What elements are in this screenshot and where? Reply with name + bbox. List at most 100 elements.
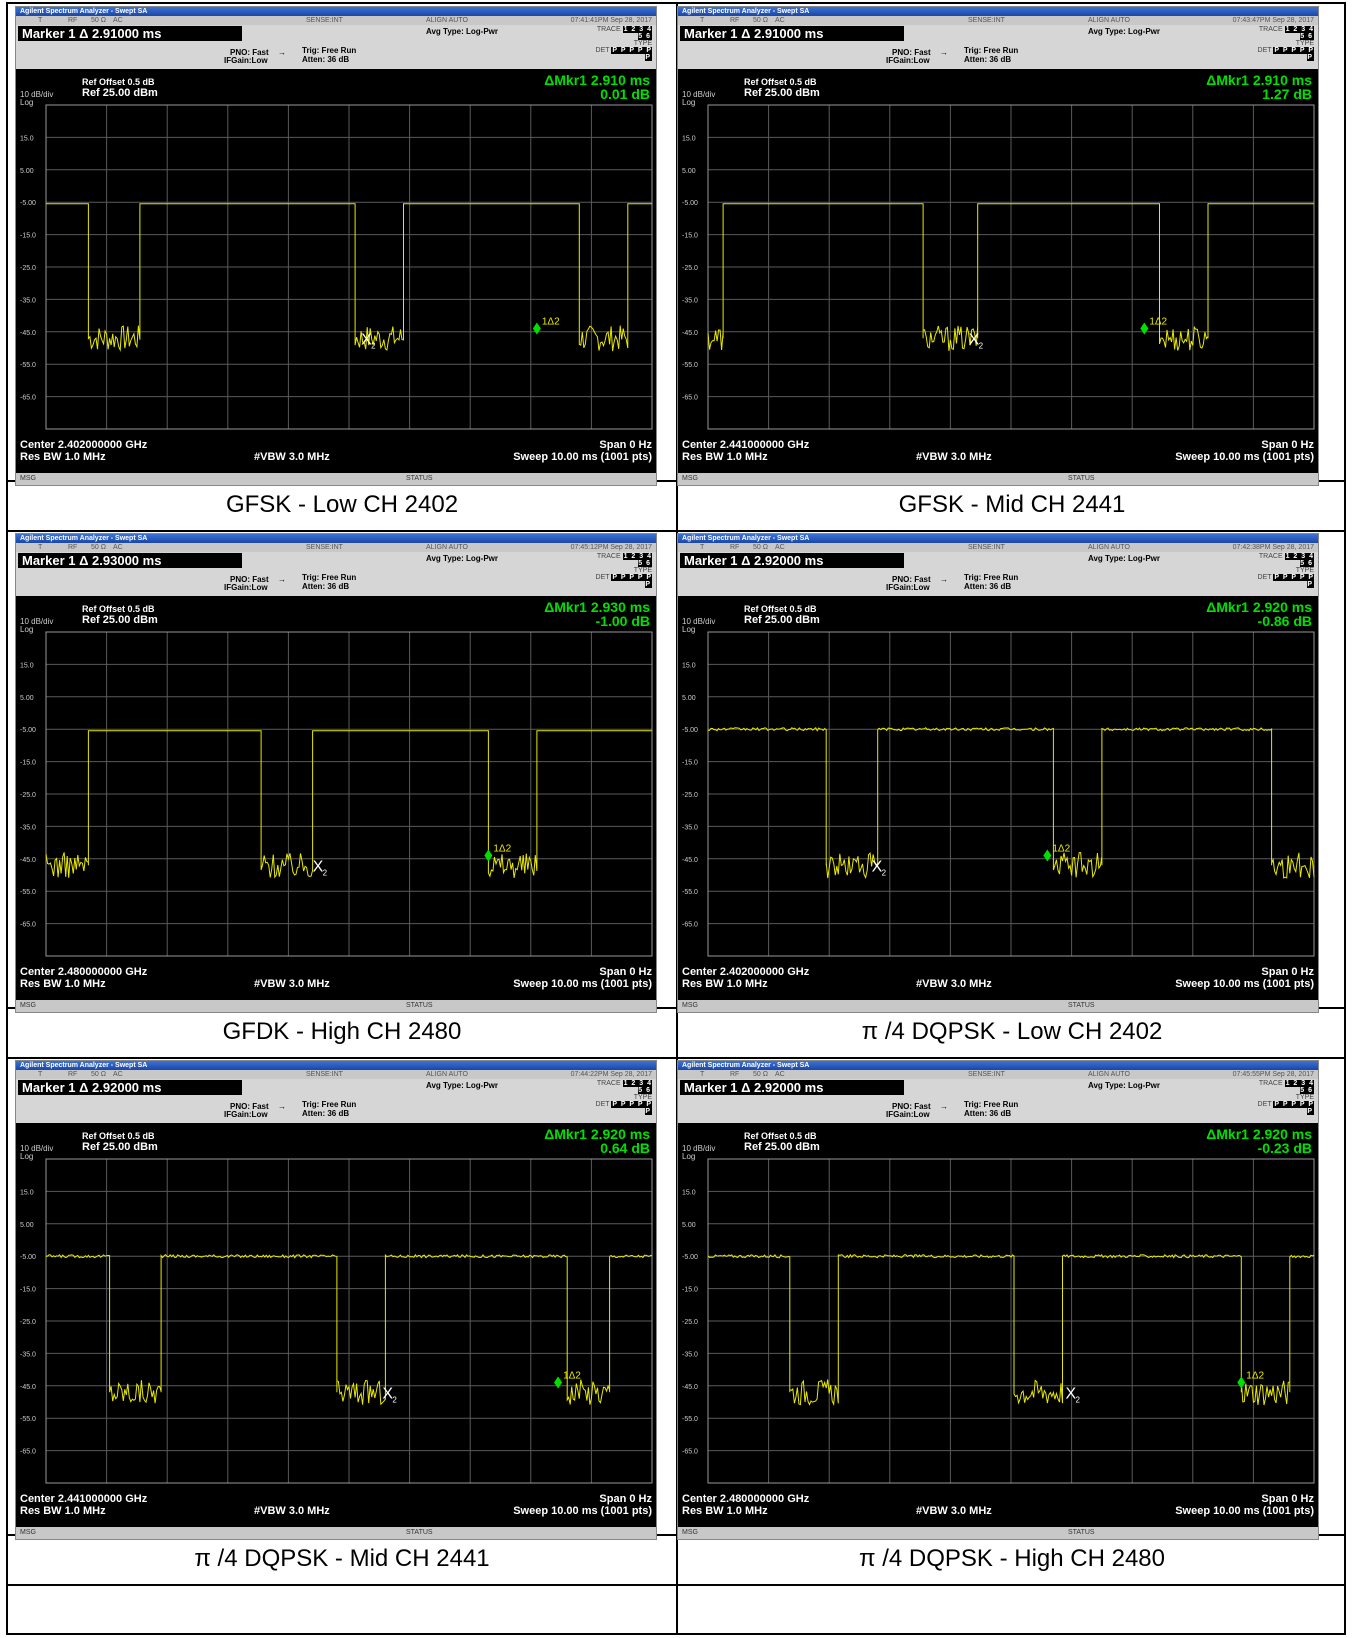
status-item: AC	[775, 17, 785, 24]
status-item: 50 Ω	[91, 17, 106, 24]
marker-readout[interactable]: Marker 1 Δ 2.91000 ms	[18, 26, 242, 41]
delta-marker-readout: ΔMkr1 2.920 ms 0.64 dB	[544, 1127, 650, 1155]
status-label[interactable]: STATUS	[406, 1529, 433, 1536]
span: Span 0 Hz	[1261, 439, 1314, 451]
marker-1delta2-label: 1Δ2	[542, 317, 560, 328]
row-divider	[8, 1007, 1344, 1009]
vbw: #VBW 3.0 MHz	[916, 978, 992, 990]
panel-caption: GFSK - Low CH 2402	[225, 491, 459, 518]
status-item: SENSE:INT	[306, 1071, 343, 1078]
marker-readout[interactable]: Marker 1 Δ 2.92000 ms	[18, 1080, 242, 1095]
vbw: #VBW 3.0 MHz	[254, 1505, 330, 1517]
timestamp: 07:44:22PM Sep 28, 2017	[570, 1071, 652, 1078]
y-tick-label: -15.0	[20, 233, 36, 240]
det-values: P P P P P P	[1273, 47, 1314, 61]
trigger-setting: Trig: Free Run	[964, 46, 1019, 55]
trace-chart: 15.0 5.00 -5.00 -15.0 -25.0 -35.0 -45.0 -55.0 -6…	[682, 631, 1315, 957]
message-bar: MSG STATUS	[678, 1000, 1318, 1012]
plot-area: Ref Offset 0.5 dB Ref 25.00 dBm 10 dB/div L…	[16, 596, 656, 964]
marker-readout[interactable]: Marker 1 Δ 2.92000 ms	[680, 1080, 904, 1095]
type-row: TYPE	[1254, 40, 1314, 47]
marker-readout[interactable]: Marker 1 Δ 2.92000 ms	[680, 553, 904, 568]
panel-caption: π /4 DQPSK - High CH 2480	[858, 1545, 1165, 1572]
type-label: TYPE	[1295, 40, 1314, 47]
trace-label: TRACE	[596, 1080, 621, 1087]
y-tick-label: -25.0	[682, 792, 698, 799]
message-bar: MSG STATUS	[678, 1527, 1318, 1539]
ref-offset: Ref Offset 0.5 dB	[82, 604, 155, 614]
analyzer-screenshot: Agilent Spectrum Analyzer - Swept SA T RF 5…	[15, 533, 657, 1013]
analyzer-screenshot: Agilent Spectrum Analyzer - Swept SA T RF 5…	[677, 6, 1319, 486]
ref-level: Ref 25.00 dBm	[744, 614, 820, 626]
graticule-border	[45, 1158, 653, 1484]
delta-marker-time: ΔMkr1 2.920 ms	[1206, 1126, 1312, 1142]
window-title: Agilent Spectrum Analyzer - Swept SA	[678, 1061, 1318, 1070]
marker-readout[interactable]: Marker 1 Δ 2.93000 ms	[18, 553, 242, 568]
atten-setting: Atten: 36 dB	[964, 55, 1012, 64]
trace-numbers: 1 2 3 4 5 6	[622, 553, 652, 567]
msg-label: MSG	[20, 1002, 36, 1009]
center-frequency: Center 2.441000000 GHz	[682, 439, 810, 451]
sweep: Sweep 10.00 ms (1001 pts)	[513, 978, 652, 990]
status-row: T RF 50 Ω AC SENSE:INT ALIGN AUTO 07:45:55PM S…	[678, 1070, 1318, 1079]
ifgain-setting: IFGain:Low	[886, 583, 930, 592]
marker-x2-subscript: 2	[979, 341, 984, 350]
delta-marker-level: -1.00 dB	[595, 613, 650, 629]
status-label[interactable]: STATUS	[406, 1002, 433, 1009]
trace-chart: 15.0 5.00 -5.00 -15.0 -25.0 -35.0 -45.0 -55.0 -6…	[20, 631, 653, 957]
marker-readout[interactable]: Marker 1 Δ 2.91000 ms	[680, 26, 904, 41]
pno-setting: PNO: Fast	[892, 48, 931, 57]
status-item: AC	[775, 544, 785, 551]
scale-type: Log	[20, 98, 34, 107]
status-item: ALIGN AUTO	[1088, 17, 1130, 24]
trace-chart: 15.0 5.00 -5.00 -15.0 -25.0 -35.0 -45.0 -55.0 -6…	[20, 1158, 653, 1484]
delta-marker-readout: ΔMkr1 2.930 ms -1.00 dB	[544, 600, 650, 628]
det-row: DET P P P P P P	[1254, 1101, 1314, 1115]
graticule-border	[707, 1158, 1315, 1484]
det-row: DET P P P P P P	[1254, 47, 1314, 61]
msg-label: MSG	[20, 1529, 36, 1536]
plot-area: Ref Offset 0.5 dB Ref 25.00 dBm 10 dB/div L…	[16, 69, 656, 437]
status-label[interactable]: STATUS	[1068, 1529, 1095, 1536]
y-tick-label: -15.0	[682, 1287, 698, 1294]
ref-level: Ref 25.00 dBm	[82, 614, 158, 626]
span: Span 0 Hz	[599, 966, 652, 978]
msg-label: MSG	[682, 1529, 698, 1536]
sweep-footer: Center 2.402000000 GHz Res BW 1.0 MHz #VBW…	[678, 964, 1318, 1000]
status-item: 50 Ω	[91, 544, 106, 551]
vbw: #VBW 3.0 MHz	[916, 1505, 992, 1517]
trace-numbers: 1 2 3 4 5 6	[622, 1080, 652, 1094]
y-tick-label: 15.0	[682, 135, 696, 142]
y-tick-label: 15.0	[20, 1189, 34, 1196]
marker-1delta2-icon	[1043, 849, 1052, 862]
det-values: P P P P P P	[1273, 1101, 1314, 1115]
det-values: P P P P P P	[1273, 574, 1314, 588]
y-tick-label: -15.0	[20, 1287, 36, 1294]
vbw: #VBW 3.0 MHz	[254, 978, 330, 990]
y-tick-label: 5.00	[682, 1222, 696, 1229]
trace-label: TRACE	[1258, 1080, 1283, 1087]
y-tick-label: -25.0	[682, 1319, 698, 1326]
status-row: T RF 50 Ω AC SENSE:INT ALIGN AUTO 07:41:41PM S…	[16, 16, 656, 25]
y-tick-label: 15.0	[20, 135, 34, 142]
y-tick-label: -15.0	[682, 760, 698, 767]
status-label[interactable]: STATUS	[406, 475, 433, 482]
y-tick-label: -45.0	[20, 330, 36, 337]
status-label[interactable]: STATUS	[1068, 475, 1095, 482]
res-bw: Res BW 1.0 MHz	[682, 1505, 768, 1517]
delta-marker-readout: ΔMkr1 2.920 ms -0.23 dB	[1206, 1127, 1312, 1155]
status-label[interactable]: STATUS	[1068, 1002, 1095, 1009]
status-item: RF	[68, 544, 78, 551]
trace-line	[46, 203, 652, 352]
y-tick-label: -65.0	[682, 395, 698, 402]
delta-marker-level: 1.27 dB	[1262, 86, 1312, 102]
trace-panel: TRACE 1 2 3 4 5 6 TYPE DET P P P P P P	[1254, 1080, 1314, 1115]
trace-panel: TRACE 1 2 3 4 5 6 TYPE DET P P P P P P	[1254, 26, 1314, 61]
arrow-icon: →	[278, 48, 286, 57]
marker-1delta2-icon	[484, 849, 493, 862]
timestamp: 07:43:47PM Sep 28, 2017	[1232, 17, 1314, 24]
y-tick-label: -15.0	[682, 233, 698, 240]
span: Span 0 Hz	[1261, 966, 1314, 978]
delta-marker-readout: ΔMkr1 2.920 ms -0.86 dB	[1206, 600, 1312, 628]
status-item: 50 Ω	[753, 1071, 768, 1078]
